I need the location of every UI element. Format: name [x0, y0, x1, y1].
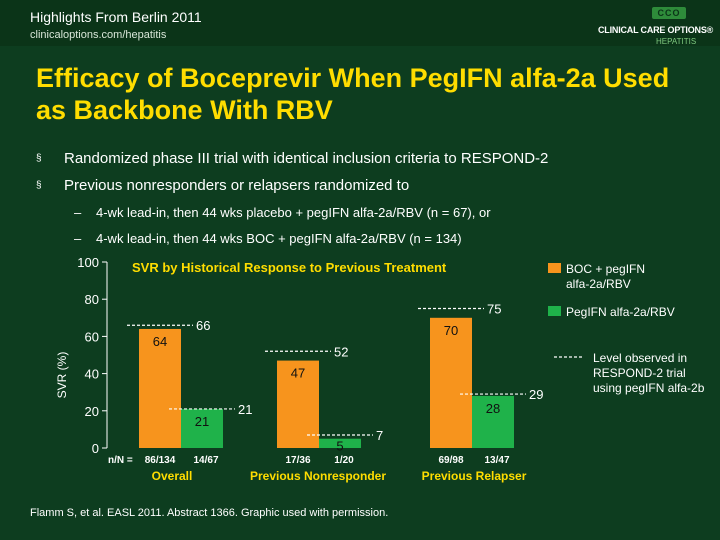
reference-value-label: 66 — [196, 318, 210, 333]
reference-value-label: 21 — [238, 402, 252, 417]
subbullet-mark: – — [74, 231, 82, 246]
slide-title: Efficacy of Boceprevir When PegIFN alfa-… — [36, 63, 670, 125]
boc-bar — [139, 328, 181, 448]
subbullet-mark: – — [74, 205, 82, 220]
subbullet-text: 4-wk lead-in, then 44 wks placebo + pegI… — [96, 205, 491, 220]
bar-value-label: 5 — [336, 439, 343, 454]
peg-bar — [472, 395, 514, 448]
nN-label: 69/98 — [438, 455, 463, 466]
header-title: Highlights From Berlin 2011 — [30, 9, 202, 25]
boc-bar — [277, 360, 319, 448]
chart-title: SVR by Historical Response to Previous T… — [132, 260, 447, 275]
reference-value-label: 52 — [334, 344, 348, 359]
subbullet-text: 4-wk lead-in, then 44 wks BOC + pegIFN a… — [96, 231, 462, 246]
boc-bar — [430, 317, 472, 448]
bar-value-label: 21 — [195, 414, 209, 429]
legend-label-reference: Level observed in RESPOND-2 trial using pe… — [593, 351, 705, 395]
nN-label: 86/134 — [145, 455, 176, 466]
reference-value-label: 7 — [376, 428, 383, 443]
category-label: Previous Relapser — [422, 469, 527, 483]
peg-bar — [181, 408, 223, 448]
bar-value-label: 47 — [291, 366, 305, 381]
nN-label: 17/36 — [285, 455, 310, 466]
bar-value-label: 28 — [486, 401, 500, 416]
nN-label: 13/47 — [484, 455, 509, 466]
y-tick-label: 80 — [85, 292, 99, 307]
y-tick-label: 40 — [85, 367, 99, 382]
nN-label: 14/67 — [193, 455, 218, 466]
bullet-mark: § — [36, 153, 42, 164]
bar-value-label: 64 — [153, 334, 167, 349]
slide-header: Highlights From Berlin 2011 clinicalopti… — [0, 0, 720, 46]
legend-label-peg: PegIFN alfa-2a/RBV — [566, 305, 675, 319]
bullet-text: Randomized phase III trial with identica… — [64, 150, 549, 167]
bullet-text: Previous nonresponders or relapsers rand… — [64, 177, 410, 194]
category-label: Previous Nonresponder — [250, 469, 386, 483]
y-tick-label: 20 — [85, 404, 99, 419]
logo-name: CLINICAL CARE OPTIONS® — [598, 25, 714, 35]
nN-label: 1/20 — [334, 455, 354, 466]
y-tick-label: 0 — [92, 441, 99, 456]
peg-bar — [319, 438, 361, 448]
legend-swatch-boc — [548, 263, 561, 273]
category-label: Overall — [152, 469, 193, 483]
bullet-mark: § — [36, 180, 42, 191]
y-tick-label: 100 — [77, 255, 99, 270]
cco-logo: CCO — [652, 7, 686, 19]
legend-swatch-peg — [548, 306, 561, 316]
y-tick-label: 60 — [85, 329, 99, 344]
y-axis-label: SVR (%) — [55, 352, 69, 399]
nN-prefix-label: n/N = — [108, 455, 133, 466]
legend-label-boc: BOC + pegIFN alfa-2a/RBV — [566, 262, 645, 291]
reference-value-label: 75 — [487, 302, 501, 317]
footnote: Flamm S, et al. EASL 2011. Abstract 1366… — [30, 507, 389, 519]
header-url[interactable]: clinicaloptions.com/hepatitis — [30, 29, 167, 41]
logo-subtitle: HEPATITIS — [656, 37, 697, 46]
bar-value-label: 70 — [444, 323, 458, 338]
reference-value-label: 29 — [529, 387, 543, 402]
